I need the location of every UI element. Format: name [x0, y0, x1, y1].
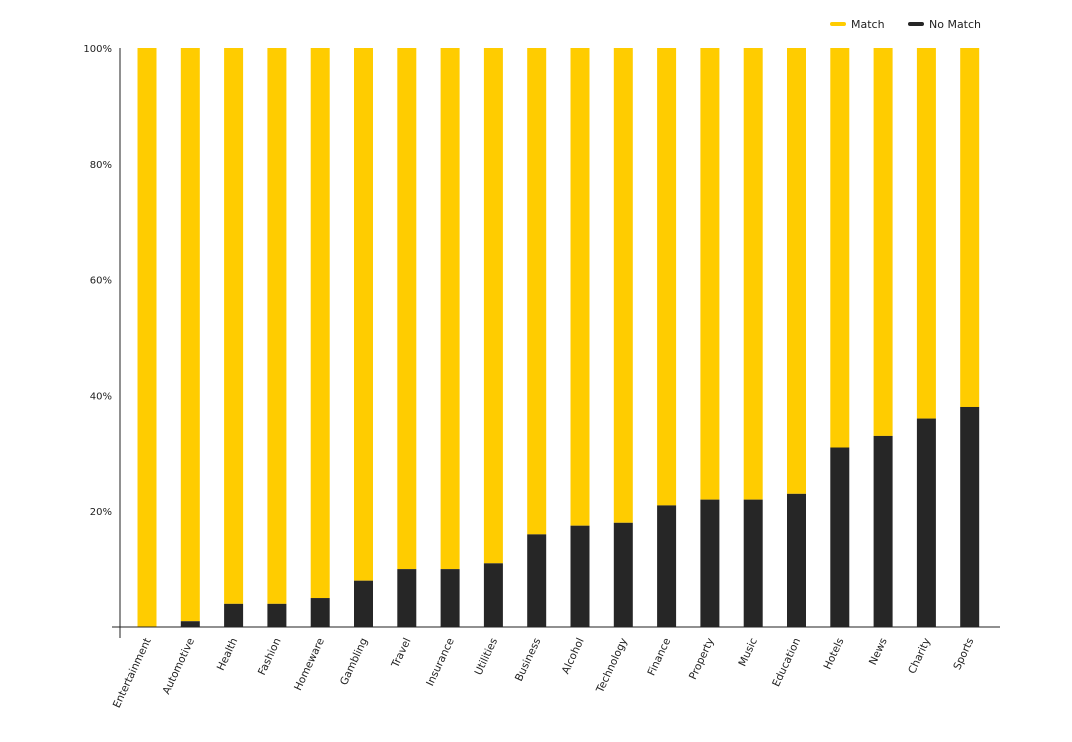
legend-swatch	[830, 22, 846, 26]
bar-match-charity	[916, 48, 936, 419]
bar-no-match-finance	[657, 505, 677, 627]
x-tick-label: Fashion	[256, 636, 284, 677]
bar-no-match-automotive	[180, 621, 200, 627]
y-tick-label: 20%	[90, 507, 112, 518]
bar-match-property	[700, 48, 720, 500]
bar-match-homeware	[310, 48, 330, 599]
bar-no-match-utilities	[483, 563, 503, 627]
x-tick-label: News	[867, 636, 890, 667]
bar-no-match-news	[873, 435, 893, 627]
y-tick-label: 40%	[90, 391, 112, 402]
bar-no-match-insurance	[440, 569, 460, 627]
bar-match-technology	[613, 48, 633, 523]
bar-no-match-property	[700, 499, 720, 627]
x-tick-label: Insurance	[424, 636, 457, 688]
x-tick-label: Sports	[951, 636, 976, 672]
x-tick-label: Finance	[645, 636, 673, 677]
legend-swatch	[908, 22, 924, 26]
x-tick-label: Business	[513, 636, 543, 683]
x-tick-label: Travel	[389, 636, 413, 670]
x-tick-label: Hotels	[822, 636, 847, 671]
y-tick-label: 80%	[90, 160, 112, 171]
bar-no-match-education	[787, 493, 806, 627]
x-tick-label: Music	[736, 636, 760, 668]
bar-match-entertainment	[137, 48, 157, 627]
bar-match-music	[743, 48, 763, 500]
bar-no-match-fashion	[267, 603, 287, 627]
bar-match-sports	[960, 48, 980, 407]
bar-no-match-music	[743, 499, 763, 627]
bar-match-hotels	[830, 48, 850, 448]
x-tick-label: Gambling	[338, 636, 370, 687]
x-tick-label: Alcohol	[560, 636, 587, 676]
x-tick-label: Utilities	[473, 636, 501, 677]
bar-match-finance	[657, 48, 677, 506]
x-tick-label: Health	[215, 636, 240, 672]
bar-no-match-travel	[397, 569, 417, 627]
legend-label: No Match	[929, 18, 981, 31]
y-tick-label: 60%	[90, 276, 112, 287]
bar-no-match-homeware	[310, 598, 330, 627]
bar-match-utilities	[483, 48, 503, 564]
x-tick-label: Homeware	[292, 636, 327, 692]
x-tick-label: Education	[770, 636, 803, 688]
legend-label: Match	[851, 18, 885, 31]
bar-no-match-gambling	[354, 580, 373, 627]
x-tick-label: Property	[687, 636, 717, 681]
bar-match-alcohol	[570, 48, 590, 526]
bar-match-news	[873, 48, 893, 436]
y-axis-ticks: 20% 40% 60% 80% 100%	[83, 44, 112, 518]
bar-match-travel	[397, 48, 417, 570]
bar-no-match-hotels	[830, 447, 850, 627]
bar-no-match-business	[527, 534, 547, 627]
bar-no-match-technology	[613, 522, 633, 627]
x-tick-label: Technology	[594, 636, 630, 695]
x-axis-labels: Entertainment Automotive Health Fashion Home…	[111, 636, 977, 710]
bar-match-automotive	[180, 48, 200, 622]
bars	[137, 48, 980, 627]
x-tick-label: Entertainment	[111, 636, 154, 710]
bar-match-health	[224, 48, 244, 604]
bar-match-education	[787, 48, 806, 494]
legend: Match No Match	[830, 18, 981, 31]
bar-no-match-charity	[916, 418, 936, 627]
bar-match-business	[527, 48, 547, 535]
x-tick-label: Charity	[906, 636, 933, 676]
bar-no-match-alcohol	[570, 525, 590, 627]
bar-match-fashion	[267, 48, 287, 604]
y-tick-label: 100%	[83, 44, 112, 55]
bar-no-match-health	[224, 603, 244, 627]
bar-match-insurance	[440, 48, 460, 570]
x-tick-label: Automotive	[160, 636, 197, 696]
bar-match-gambling	[354, 48, 373, 581]
bar-no-match-sports	[960, 406, 980, 627]
